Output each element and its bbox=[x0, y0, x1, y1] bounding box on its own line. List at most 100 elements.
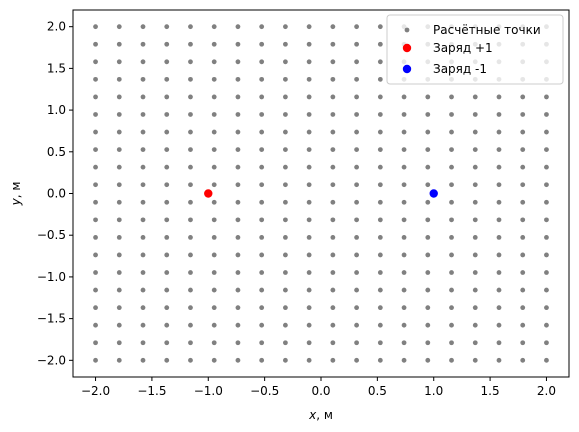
y-axis-label-var: y bbox=[9, 197, 23, 206]
x-tick-label: −1.0 bbox=[194, 384, 223, 398]
calc-point bbox=[330, 270, 336, 275]
x-axis-label: x, м bbox=[308, 408, 333, 422]
calc-point bbox=[211, 24, 217, 30]
calc-point bbox=[140, 41, 146, 47]
calc-point bbox=[140, 305, 146, 311]
calc-point bbox=[520, 287, 526, 293]
calc-point bbox=[140, 252, 146, 258]
calc-point bbox=[188, 94, 193, 100]
calc-point bbox=[377, 147, 383, 153]
calc-point bbox=[544, 287, 549, 293]
calc-point bbox=[259, 129, 265, 135]
calc-point bbox=[544, 112, 549, 117]
calc-point bbox=[259, 305, 265, 311]
x-tick-label: 1.5 bbox=[481, 384, 500, 398]
calc-point bbox=[235, 340, 241, 346]
legend-marker-calc-points bbox=[404, 27, 410, 33]
calc-point bbox=[449, 340, 454, 346]
calc-point bbox=[472, 252, 478, 258]
calc-point bbox=[140, 94, 146, 100]
calc-point bbox=[449, 94, 454, 100]
calc-point bbox=[330, 112, 336, 117]
calc-point bbox=[188, 182, 193, 188]
calc-point bbox=[425, 112, 431, 117]
calc-point bbox=[306, 217, 312, 223]
calc-point bbox=[188, 252, 193, 258]
calc-point bbox=[140, 24, 146, 30]
calc-point bbox=[140, 234, 146, 240]
calc-point bbox=[544, 357, 549, 363]
calc-point bbox=[520, 217, 526, 223]
calc-point bbox=[520, 340, 526, 346]
calc-point bbox=[188, 340, 193, 346]
calc-point bbox=[330, 76, 336, 82]
calc-point bbox=[425, 234, 431, 240]
calc-point bbox=[496, 182, 502, 188]
calc-point bbox=[306, 164, 312, 170]
calc-point bbox=[283, 164, 288, 170]
calc-point bbox=[140, 129, 146, 135]
calc-point bbox=[235, 217, 241, 223]
calc-point bbox=[496, 112, 502, 117]
calc-point bbox=[401, 94, 407, 100]
calc-point bbox=[235, 24, 241, 30]
calc-point bbox=[354, 252, 359, 258]
calc-point bbox=[93, 182, 98, 188]
calc-point bbox=[235, 41, 241, 47]
calc-point bbox=[520, 129, 526, 135]
calc-point bbox=[449, 305, 454, 311]
calc-point bbox=[116, 199, 122, 205]
calc-point bbox=[377, 270, 383, 275]
calc-point bbox=[377, 41, 383, 47]
calc-point bbox=[425, 287, 431, 293]
calc-point bbox=[164, 305, 170, 311]
legend-label-charge-minus: Заряд -1 bbox=[433, 62, 487, 76]
calc-point bbox=[116, 270, 122, 275]
legend-marker-charge-minus bbox=[402, 64, 412, 74]
calc-point bbox=[93, 199, 98, 205]
ticks-layer: −2.0 −1.5 −1.0 −0.5 0.0 0.5 1.0 1.5 2.0 −2.0 −1.5 −… bbox=[37, 20, 556, 398]
calc-point bbox=[401, 147, 407, 153]
calc-point bbox=[140, 340, 146, 346]
calc-point bbox=[425, 252, 431, 258]
calc-point bbox=[520, 357, 526, 363]
calc-point bbox=[93, 24, 98, 30]
calc-point bbox=[164, 270, 170, 275]
calc-point bbox=[116, 182, 122, 188]
calc-point bbox=[544, 147, 549, 153]
calc-point bbox=[377, 305, 383, 311]
x-tick-label: −2.0 bbox=[81, 384, 110, 398]
calc-point bbox=[283, 76, 288, 82]
calc-point bbox=[472, 199, 478, 205]
calc-point bbox=[93, 129, 98, 135]
calc-point bbox=[93, 252, 98, 258]
calc-point bbox=[520, 164, 526, 170]
calc-point bbox=[544, 340, 549, 346]
calc-point bbox=[259, 76, 265, 82]
calc-point bbox=[306, 147, 312, 153]
calc-point bbox=[211, 129, 217, 135]
calc-point bbox=[235, 270, 241, 275]
calc-point bbox=[306, 252, 312, 258]
calc-point bbox=[472, 129, 478, 135]
calc-point bbox=[544, 305, 549, 311]
calc-point bbox=[283, 234, 288, 240]
calc-point bbox=[140, 147, 146, 153]
calc-point bbox=[496, 129, 502, 135]
calc-point bbox=[377, 94, 383, 100]
calc-point bbox=[211, 164, 217, 170]
calc-point bbox=[188, 199, 193, 205]
calc-point bbox=[93, 305, 98, 311]
calc-point bbox=[472, 305, 478, 311]
calc-point bbox=[306, 340, 312, 346]
calc-point bbox=[520, 305, 526, 311]
calc-point bbox=[283, 59, 288, 65]
calc-point bbox=[188, 217, 193, 223]
calc-point bbox=[449, 112, 454, 117]
calc-point bbox=[283, 41, 288, 47]
calc-point bbox=[377, 217, 383, 223]
calc-point bbox=[425, 340, 431, 346]
calc-point bbox=[93, 41, 98, 47]
calc-point bbox=[306, 24, 312, 30]
calc-point bbox=[472, 270, 478, 275]
